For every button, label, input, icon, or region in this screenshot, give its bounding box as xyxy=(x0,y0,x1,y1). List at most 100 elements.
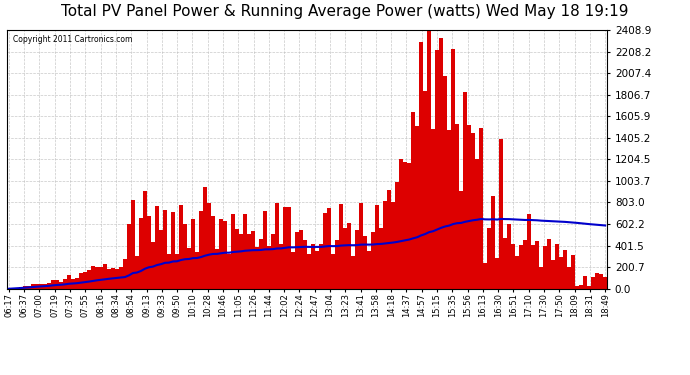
Bar xyxy=(459,191,463,289)
Bar xyxy=(227,254,231,289)
Bar xyxy=(291,252,295,289)
Bar xyxy=(99,267,103,289)
Bar xyxy=(67,275,71,289)
Bar xyxy=(27,286,31,289)
Bar xyxy=(223,221,227,289)
Bar xyxy=(39,284,43,289)
Bar xyxy=(403,162,407,289)
Bar xyxy=(555,243,559,289)
Bar xyxy=(131,200,135,289)
Bar xyxy=(299,230,303,289)
Bar xyxy=(363,236,367,289)
Bar xyxy=(95,267,99,289)
Bar xyxy=(451,50,455,289)
Bar xyxy=(567,267,571,289)
Bar xyxy=(179,204,183,289)
Bar xyxy=(55,280,59,289)
Bar xyxy=(23,286,27,289)
Bar xyxy=(151,242,155,289)
Bar xyxy=(335,240,339,289)
Bar xyxy=(15,288,19,289)
Bar xyxy=(547,239,551,289)
Bar xyxy=(43,284,47,289)
Bar xyxy=(447,130,451,289)
Bar xyxy=(203,187,207,289)
Bar xyxy=(383,201,387,289)
Bar xyxy=(255,247,259,289)
Bar xyxy=(527,214,531,289)
Bar xyxy=(355,231,359,289)
Bar xyxy=(415,126,419,289)
Bar xyxy=(375,205,379,289)
Bar xyxy=(319,244,323,289)
Bar xyxy=(407,163,411,289)
Bar xyxy=(515,256,519,289)
Bar xyxy=(563,250,567,289)
Bar xyxy=(463,92,467,289)
Bar xyxy=(19,287,23,289)
Bar xyxy=(387,190,391,289)
Bar xyxy=(475,159,479,289)
Bar xyxy=(211,216,215,289)
Bar xyxy=(599,274,603,289)
Bar xyxy=(519,245,523,289)
Bar xyxy=(575,286,579,289)
Bar xyxy=(351,256,355,289)
Bar xyxy=(435,50,439,289)
Bar xyxy=(455,124,459,289)
Bar xyxy=(135,256,139,289)
Bar xyxy=(399,159,403,289)
Bar xyxy=(191,219,195,289)
Bar xyxy=(467,125,471,289)
Bar xyxy=(431,129,435,289)
Bar xyxy=(371,232,375,289)
Bar xyxy=(339,204,343,289)
Bar xyxy=(307,254,311,289)
Bar xyxy=(239,234,243,289)
Bar xyxy=(419,42,423,289)
Bar xyxy=(51,280,55,289)
Bar xyxy=(507,224,511,289)
Bar xyxy=(487,228,491,289)
Bar xyxy=(195,252,199,289)
Bar xyxy=(87,270,91,289)
Bar xyxy=(119,267,123,289)
Bar xyxy=(603,277,607,289)
Bar xyxy=(71,279,75,289)
Bar xyxy=(327,209,331,289)
Bar xyxy=(295,232,299,289)
Bar xyxy=(331,254,335,289)
Bar xyxy=(231,214,235,289)
Bar xyxy=(63,279,67,289)
Bar xyxy=(443,76,447,289)
Bar xyxy=(535,242,539,289)
Bar xyxy=(247,234,251,289)
Bar xyxy=(499,140,503,289)
Bar xyxy=(379,228,383,289)
Bar xyxy=(11,288,15,289)
Bar xyxy=(75,278,79,289)
Bar xyxy=(315,251,319,289)
Text: Total PV Panel Power & Running Average Power (watts) Wed May 18 19:19: Total PV Panel Power & Running Average P… xyxy=(61,4,629,19)
Bar xyxy=(367,251,371,289)
Bar xyxy=(287,207,291,289)
Bar xyxy=(583,276,587,289)
Bar xyxy=(199,211,203,289)
Bar xyxy=(411,112,415,289)
Bar xyxy=(175,254,179,289)
Bar xyxy=(539,267,543,289)
Bar xyxy=(267,246,271,289)
Bar xyxy=(259,239,263,289)
Bar xyxy=(495,258,499,289)
Bar xyxy=(139,218,143,289)
Bar xyxy=(263,211,267,289)
Bar xyxy=(591,277,595,289)
Bar xyxy=(123,260,127,289)
Bar xyxy=(91,266,95,289)
Bar xyxy=(551,260,555,289)
Bar xyxy=(579,285,583,289)
Bar xyxy=(79,273,83,289)
Bar xyxy=(111,268,115,289)
Bar xyxy=(159,230,163,289)
Bar xyxy=(143,192,147,289)
